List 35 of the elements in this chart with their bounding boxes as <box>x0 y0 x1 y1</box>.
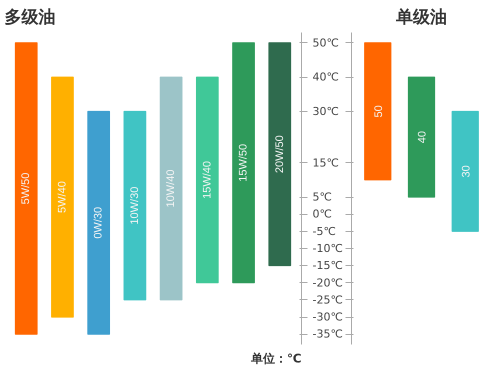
y-tick-label: 50℃ <box>312 36 339 50</box>
y-tick-label: 5℃ <box>312 190 332 204</box>
bar <box>160 76 182 300</box>
y-tick-label: -30℃ <box>312 310 343 324</box>
chart-title: 多级油 <box>4 8 56 28</box>
category-label: 10W/30 <box>128 186 141 225</box>
bar <box>87 110 110 335</box>
category-label: 5W/50 <box>20 172 32 204</box>
bar <box>14 42 38 335</box>
category-label: 5W/40 <box>56 181 68 213</box>
y-tick-label: -15℃ <box>312 259 343 272</box>
bar <box>232 42 255 284</box>
x-tick-label: 30 <box>460 165 472 178</box>
category-label: 15W/50 <box>238 144 250 182</box>
category-label: 0W/30 <box>92 206 105 239</box>
text: 单位：℃ <box>250 352 302 366</box>
category-label: 20W/50 <box>274 135 286 174</box>
y-tick-label: 40℃ <box>312 70 339 84</box>
y-tick-label: -20℃ <box>312 276 343 290</box>
chart-title: 单级油 <box>395 8 447 28</box>
bar <box>51 76 74 318</box>
y-tick-label: -25℃ <box>312 293 343 306</box>
bar <box>196 76 219 284</box>
y-tick-label: 0℃ <box>312 208 332 221</box>
bar <box>268 42 292 266</box>
x-tick-label: 50 <box>372 105 385 118</box>
bar <box>124 110 146 300</box>
y-tick-label: 15℃ <box>312 156 339 170</box>
category-label: 10W/40 <box>165 170 178 208</box>
y-tick-label: 30℃ <box>312 104 339 118</box>
category-label: 15W/40 <box>201 160 214 199</box>
y-tick-label: -5℃ <box>312 224 336 238</box>
y-tick-label: -35℃ <box>312 328 343 341</box>
y-tick-label: -10℃ <box>312 242 343 255</box>
x-tick-label: 40 <box>416 130 428 144</box>
